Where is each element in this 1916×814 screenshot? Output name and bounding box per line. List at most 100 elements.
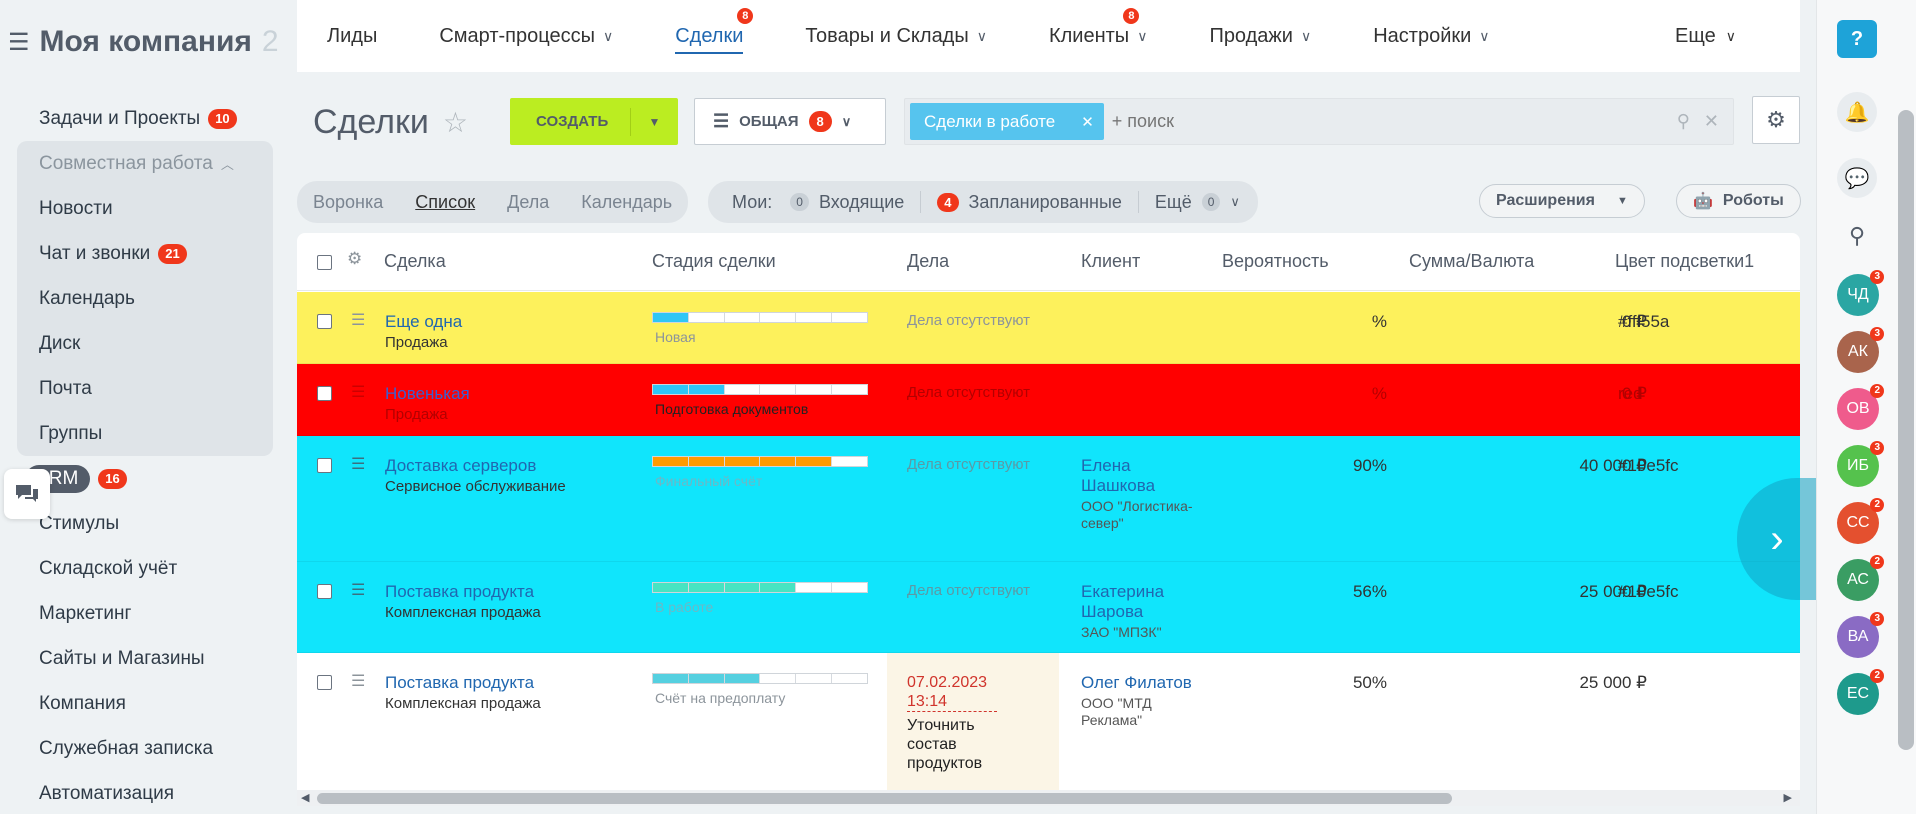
sidebar-item-calendar[interactable]: Календарь (17, 276, 273, 321)
search-icon[interactable]: ⚲ (1848, 223, 1866, 248)
drag-handle-icon[interactable]: ☰ (351, 673, 366, 690)
sidebar-item-memo[interactable]: Служебная записка (17, 726, 273, 771)
tab-leads[interactable]: Лиды (327, 0, 377, 72)
close-icon[interactable]: ✕ (1081, 113, 1094, 131)
tab-sales[interactable]: Продажи ∨ (1209, 0, 1311, 72)
drag-handle-icon[interactable]: ☰ (351, 384, 366, 401)
view-calendar[interactable]: Календарь (581, 191, 673, 212)
sidebar-item-disk[interactable]: Диск (17, 321, 273, 366)
bell-icon[interactable]: 🔔 (1837, 92, 1877, 132)
activity-deadline[interactable]: 07.02.2023 13:14 (907, 673, 997, 712)
avatar[interactable]: ИБ 3 (1837, 441, 1884, 487)
scroll-right-arrow-icon[interactable]: ▶ (1783, 792, 1792, 804)
messenger-icon[interactable]: 💬 (1837, 158, 1877, 198)
sidebar-item-automation[interactable]: Автоматизация (17, 771, 273, 814)
create-button[interactable]: СОЗДАТЬ ▼ (510, 98, 678, 145)
header-deal[interactable]: Сделка (384, 251, 446, 271)
sidebar-item-marketing[interactable]: Маркетинг (17, 591, 273, 636)
clear-icon[interactable]: ✕ (1703, 111, 1719, 131)
client-name-link[interactable]: Олег Филатов (1081, 673, 1192, 692)
sidebar-item-incentives[interactable]: Стимулы (17, 501, 273, 546)
sidebar-item-inventory[interactable]: Складской учёт (17, 546, 273, 591)
filter-button[interactable]: ☰ ОБЩАЯ 8 ∨ (694, 98, 886, 145)
tab-smart-processes[interactable]: Смарт-процессы ∨ (439, 0, 613, 72)
search-input[interactable] (1111, 111, 1677, 132)
avatar[interactable]: ЧД 3 (1837, 270, 1884, 316)
stage-progress-bar[interactable] (652, 456, 868, 467)
help-icon[interactable]: ? (1837, 20, 1877, 58)
header-probability[interactable]: Вероятность (1222, 251, 1329, 271)
header-client[interactable]: Клиент (1081, 251, 1141, 271)
stage-cell[interactable]: Финальный счёт (652, 456, 868, 489)
view-list[interactable]: Список (415, 191, 476, 212)
client-name-link[interactable]: Екатерина Шарова (1081, 582, 1165, 621)
grid-settings-gear-icon[interactable]: ⚙ (347, 249, 363, 268)
drag-handle-icon[interactable]: ☰ (351, 582, 366, 599)
activity-title[interactable]: Уточнить состав продуктов (907, 717, 983, 772)
sidebar-item-sites[interactable]: Сайты и Магазины (17, 636, 273, 681)
avatar[interactable]: ВА 3 (1837, 612, 1884, 658)
deal-title-link[interactable]: Доставка серверов (385, 456, 537, 475)
avatar[interactable]: АК 3 (1837, 327, 1884, 373)
search-box[interactable]: Сделки в работе ✕ ⚲ ✕ (904, 98, 1734, 145)
sidebar-item-news[interactable]: Новости (17, 186, 273, 231)
header-sum[interactable]: Сумма/Валюта (1409, 251, 1535, 271)
sidebar-item-chat[interactable]: Чат и звонки 21 (17, 231, 273, 276)
header-stage[interactable]: Стадия сделки (652, 251, 776, 271)
tab-more[interactable]: Еще ∨ (1675, 0, 1736, 72)
vertical-scrollbar[interactable] (1898, 110, 1914, 750)
stage-progress-bar[interactable] (652, 582, 868, 593)
drag-handle-icon[interactable]: ☰ (351, 456, 366, 473)
drag-handle-icon[interactable]: ☰ (351, 312, 366, 329)
filter-chip[interactable]: Сделки в работе ✕ (910, 103, 1104, 140)
star-icon[interactable]: ☆ (442, 106, 468, 138)
table-row[interactable]: ☰ Поставка продукта Комплексная продажа С… (297, 653, 1800, 803)
sidebar-item-tasks[interactable]: Задачи и Проекты 10 (17, 96, 273, 141)
stage-cell[interactable]: Счёт на предоплату (652, 673, 868, 706)
avatar[interactable]: ОВ 2 (1837, 384, 1884, 430)
row-checkbox[interactable] (317, 386, 332, 401)
stage-cell[interactable]: Новая (652, 312, 868, 345)
row-checkbox[interactable] (317, 314, 332, 329)
counter-more[interactable]: Ещё (1154, 191, 1192, 212)
scroll-left-arrow-icon[interactable]: ◀ (301, 792, 310, 804)
counter-incoming[interactable]: Входящие (818, 191, 905, 212)
tab-deals[interactable]: Сделки 8 (675, 0, 754, 72)
tab-settings[interactable]: Настройки ∨ (1373, 0, 1489, 72)
table-row[interactable]: ☰ Доставка серверов Сервисное обслуживани… (297, 436, 1800, 562)
sidebar-item-mail[interactable]: Почта (17, 366, 273, 411)
sidebar-item-groups[interactable]: Группы (17, 411, 273, 456)
menu-hamburger-icon[interactable]: ☰ (8, 28, 30, 56)
header-color[interactable]: Цвет подсветки1 (1615, 251, 1755, 271)
client-name-link[interactable]: Елена Шашкова (1081, 456, 1156, 495)
deal-title-link[interactable]: Поставка продукта (385, 673, 535, 692)
avatar[interactable]: СС 2 (1837, 498, 1884, 544)
sidebar-item-collab[interactable]: Совместная работа ︿ (17, 141, 273, 186)
tab-products-warehouses[interactable]: Товары и Склады ∨ (805, 0, 987, 72)
view-funnel[interactable]: Воронка (313, 191, 384, 212)
header-activities[interactable]: Дела (907, 251, 950, 271)
extensions-button[interactable]: Расширения ▼ (1479, 184, 1645, 218)
create-dropdown-icon[interactable]: ▼ (648, 114, 661, 129)
deal-title-link[interactable]: Новенькая (385, 384, 470, 403)
counter-planned[interactable]: Запланированные (968, 191, 1122, 212)
row-checkbox[interactable] (317, 675, 332, 690)
stage-progress-bar[interactable] (652, 673, 868, 684)
avatar[interactable]: ЕС 2 (1837, 669, 1884, 715)
table-row[interactable]: ☰ Еще одна Продажа Новая Дела отсутствуют… (297, 292, 1800, 364)
chat-bubble-icon[interactable] (4, 469, 50, 519)
deal-title-link[interactable]: Поставка продукта (385, 582, 535, 601)
avatar[interactable]: АС 2 (1837, 555, 1884, 601)
view-activities[interactable]: Дела (507, 191, 550, 212)
settings-gear-button[interactable]: ⚙ (1752, 96, 1800, 144)
stage-cell[interactable]: В работе (652, 582, 868, 615)
stage-progress-bar[interactable] (652, 312, 868, 323)
table-row[interactable]: ☰ Поставка продукта Комплексная продажа В… (297, 562, 1800, 653)
deal-title-link[interactable]: Еще одна (385, 312, 463, 331)
search-icon[interactable]: ⚲ (1676, 111, 1690, 131)
select-all-checkbox[interactable] (317, 255, 332, 270)
stage-progress-bar[interactable] (652, 384, 868, 395)
horizontal-scrollbar[interactable]: ◀ ▶ (297, 790, 1800, 806)
row-checkbox[interactable] (317, 458, 332, 473)
row-checkbox[interactable] (317, 584, 332, 599)
